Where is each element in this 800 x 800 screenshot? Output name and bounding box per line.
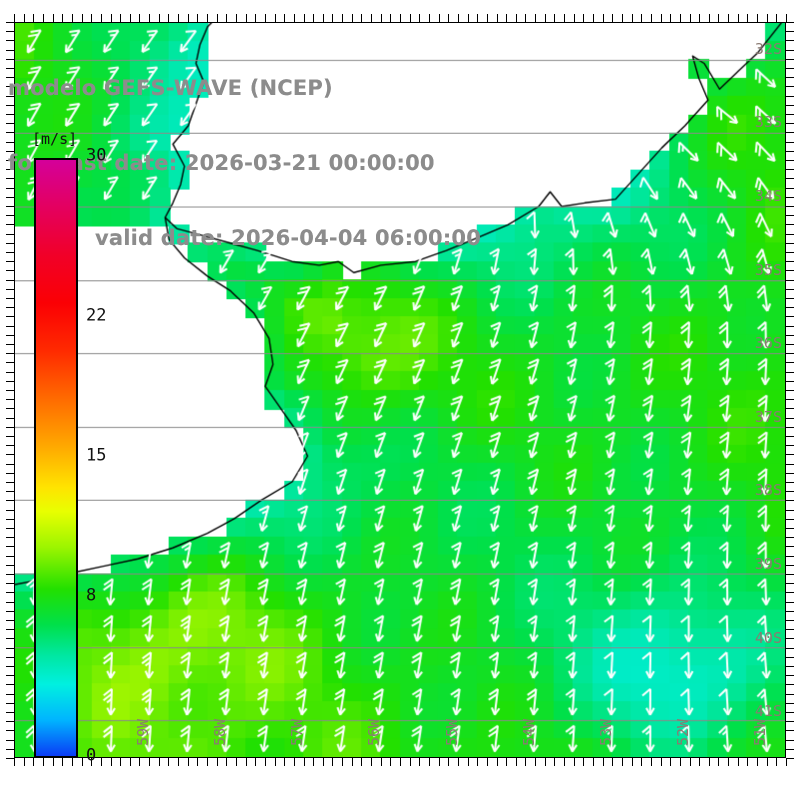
lon-label-56W: 56W	[365, 718, 384, 746]
colorbar-tick-15: 15	[86, 445, 107, 466]
lat-label-33S: 33S	[754, 113, 782, 132]
lat-label-35S: 35S	[754, 260, 782, 279]
wind-barb-overlay	[15, 23, 785, 757]
lat-label-41S: 41S	[754, 702, 782, 721]
top-tick-rail	[14, 14, 787, 22]
colorbar-tick-8: 8	[86, 585, 97, 606]
lat-label-34S: 34S	[754, 187, 782, 205]
lat-label-40S: 40S	[754, 628, 782, 647]
lat-label-37S: 37S	[754, 407, 782, 426]
map-plot-area[interactable]	[14, 22, 786, 758]
lon-label-58W: 58W	[211, 718, 229, 746]
right-tick-rail	[786, 22, 794, 759]
lon-label-54W: 54W	[519, 718, 538, 746]
lon-label-59W: 59W	[133, 718, 152, 746]
left-tick-rail	[6, 22, 14, 759]
colorbar-tick-22: 22	[86, 305, 107, 326]
lat-label-32S: 32S	[754, 39, 782, 58]
lon-label-52W: 52W	[674, 718, 693, 746]
lat-label-38S: 38S	[754, 481, 782, 500]
bottom-tick-rail	[14, 758, 787, 766]
lon-label-55W: 55W	[442, 718, 461, 746]
lat-label-36S: 36S	[754, 334, 782, 353]
lon-label-53W: 53W	[597, 718, 615, 746]
lon-label-51W: 51W	[751, 718, 770, 746]
lon-label-57W: 57W	[288, 718, 307, 746]
colorbar-tick-0: 0	[86, 745, 97, 766]
lat-label-39S: 39S	[754, 555, 782, 573]
colorbar-unit-label: [m/s]	[32, 130, 78, 148]
colorbar-gradient	[34, 158, 78, 758]
colorbar-tick-30: 30	[86, 145, 107, 166]
